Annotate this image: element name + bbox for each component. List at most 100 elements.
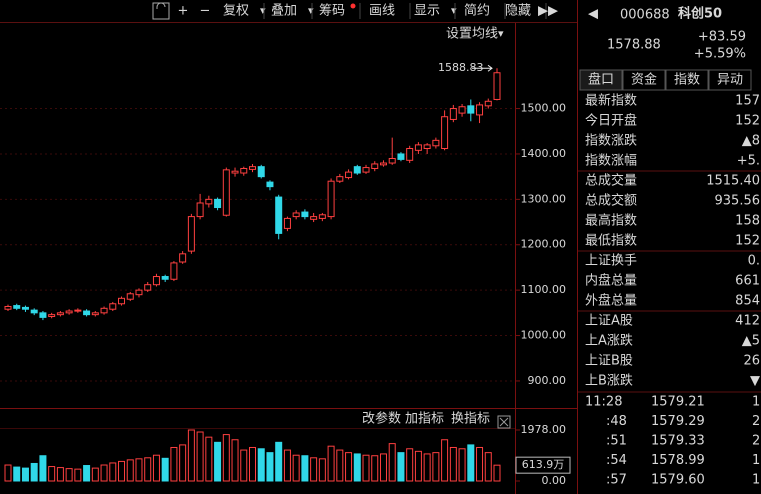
- volume-bar: [476, 446, 484, 482]
- candle-body: [493, 72, 501, 100]
- candle-body: [21, 306, 29, 310]
- stat-label: 最新指数: [585, 93, 637, 109]
- volume-bar: [327, 445, 335, 482]
- indicator-button[interactable]: 改参数: [362, 411, 401, 427]
- candle-body: [449, 108, 457, 120]
- toolbar-button[interactable]: 叠加: [271, 4, 297, 19]
- volume-bar: [109, 462, 117, 482]
- candle-body: [30, 309, 38, 314]
- y-tick-label: 1100.00: [521, 283, 567, 296]
- candle-body: [362, 167, 370, 173]
- trade-time: :57: [606, 473, 627, 488]
- close-indicator[interactable]: [497, 415, 511, 429]
- candle-body: [388, 157, 396, 164]
- volume-bar: [449, 446, 457, 482]
- candle-body: [336, 176, 344, 182]
- candle-body: [205, 198, 213, 205]
- candle-body: [13, 305, 21, 309]
- candle-body: [406, 148, 414, 161]
- trade-volume: 1: [752, 395, 760, 410]
- stat-label: 总成交额: [585, 193, 637, 209]
- indicator-button[interactable]: 加指标: [405, 412, 444, 427]
- volume-bar: [65, 468, 73, 482]
- ma-setting[interactable]: 设置均线: [446, 27, 498, 42]
- back-arrow[interactable]: ◀: [588, 7, 598, 22]
- volume-bar: [458, 448, 466, 482]
- volume-bar: [13, 466, 21, 482]
- current-volume-box: [515, 456, 571, 474]
- stat-label: 总成交量: [585, 173, 637, 189]
- trade-time: :54: [606, 453, 627, 468]
- volume-bar: [362, 454, 370, 482]
- stat-label: 内盘总量: [585, 273, 637, 289]
- candle-body: [379, 162, 387, 166]
- candle-body: [187, 216, 195, 252]
- toolbar-button[interactable]: 显示: [414, 4, 440, 19]
- volume-bar: [249, 446, 256, 482]
- candle-body: [283, 217, 291, 229]
- volume-bar: [266, 452, 274, 482]
- tab[interactable]: [665, 69, 709, 91]
- volume-bar: [406, 448, 414, 482]
- candle-body: [91, 312, 99, 316]
- tab[interactable]: [622, 69, 666, 91]
- y-tick-label: 1200.00: [521, 238, 567, 251]
- toolbar-button[interactable]: −: [200, 4, 211, 19]
- tab[interactable]: [579, 69, 623, 91]
- toolbar-button[interactable]: 画线: [369, 4, 395, 19]
- candle-body: [484, 100, 492, 107]
- candle-body: [39, 312, 47, 318]
- stat-value: ▼: [750, 374, 760, 389]
- stat-value: 935.56: [715, 194, 761, 209]
- toolbar-button[interactable]: 隐藏: [505, 4, 531, 19]
- volume-bar: [318, 458, 326, 482]
- candle-body: [179, 253, 187, 263]
- volume-bar: [205, 436, 213, 482]
- volume-bar: [222, 434, 230, 482]
- volume-bar: [371, 455, 379, 482]
- volume-bar: [126, 459, 134, 482]
- volume-bar: [240, 449, 248, 482]
- candle-body: [318, 214, 326, 219]
- volume-bar: [467, 444, 475, 482]
- candle-body: [397, 153, 405, 160]
- candle-body: [65, 310, 73, 314]
- expand-button[interactable]: ▶▶: [538, 4, 558, 19]
- stat-value: 158: [735, 214, 760, 229]
- candle-body: [196, 202, 204, 218]
- volume-bar: [144, 457, 152, 482]
- toolbar-button[interactable]: 简约: [464, 3, 490, 19]
- volume-bar: [379, 453, 387, 482]
- trade-time: :48: [606, 414, 627, 429]
- trade-price: 1579.21: [651, 395, 705, 410]
- indicator-button[interactable]: 换指标: [451, 412, 490, 427]
- candle-body: [345, 171, 353, 179]
- stat-value: 854: [735, 294, 760, 309]
- stat-label: 上证换手: [585, 254, 637, 269]
- tab[interactable]: [708, 69, 752, 91]
- candle-body: [432, 139, 440, 147]
- candle-body: [371, 163, 379, 169]
- candle-body: [152, 276, 160, 286]
- dropdown-arrow: ▾: [260, 4, 266, 17]
- candle-body: [231, 170, 239, 174]
- volume-bar: [56, 467, 64, 482]
- toolbar-button[interactable]: 筹码: [319, 3, 345, 19]
- stat-value: 157: [735, 94, 760, 109]
- stat-value: 152: [735, 234, 760, 249]
- toolbar-button[interactable]: 复权: [223, 3, 249, 19]
- toolbar-button[interactable]: +: [178, 4, 189, 19]
- stat-value: ▲5: [742, 334, 760, 349]
- volume-bar: [231, 439, 239, 482]
- stat-label: 上B涨跌: [585, 373, 633, 389]
- candle-body: [161, 276, 169, 280]
- stat-label: 今日开盘: [585, 113, 637, 129]
- volume-bar: [91, 467, 99, 482]
- stat-value: 661: [735, 274, 760, 289]
- volume-bar: [161, 457, 169, 482]
- stock-name: 科创50: [678, 6, 722, 22]
- stock-pct: +5.59%: [694, 47, 746, 62]
- trade-time: 11:28: [585, 395, 622, 410]
- dropdown-arrow: ▾: [451, 4, 457, 17]
- stat-label: 最低指数: [585, 234, 637, 249]
